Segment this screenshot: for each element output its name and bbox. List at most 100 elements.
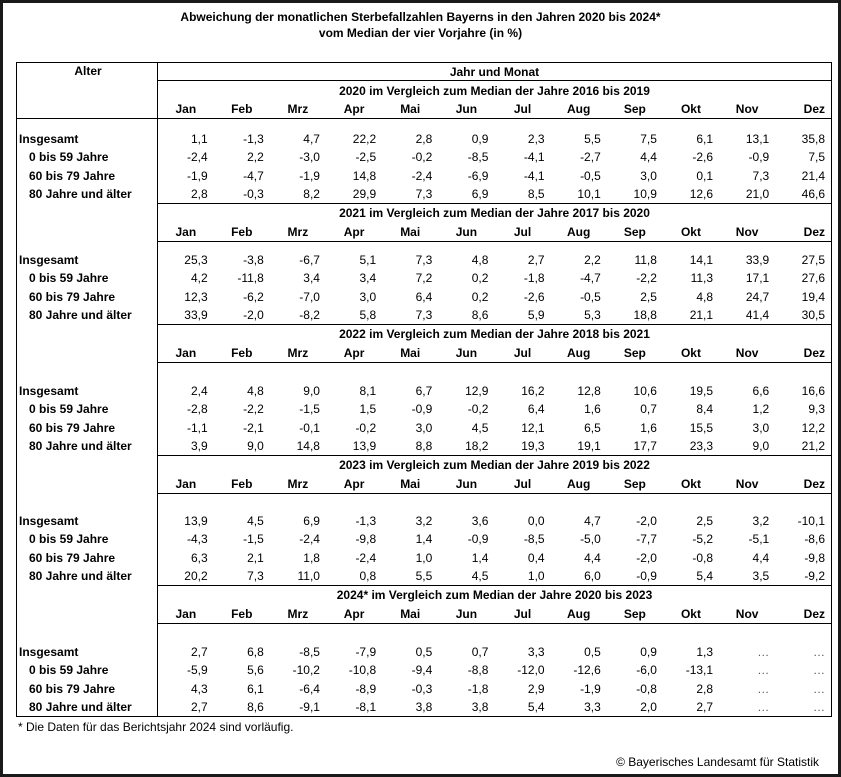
value-cell: -1,3 xyxy=(355,513,377,528)
value-cell: 5,6 xyxy=(247,663,264,678)
value-cell: 13,1 xyxy=(745,131,770,146)
table-row: 0 bis 59 Jahre -2,4 2,2 -3,0 -2,5 -0,2 -8,5 -4,… xyxy=(16,148,832,167)
month-header-feb: Feb xyxy=(213,222,270,242)
month-header-aug: Aug xyxy=(550,604,607,624)
month-header-okt: Okt xyxy=(662,222,720,242)
value-cell: 41,4 xyxy=(745,308,770,322)
value-cell: 21,4 xyxy=(801,168,825,183)
block-title: 2020 im Vergleich zum Median der Jahre 2… xyxy=(339,83,650,98)
value-cell: 6,8 xyxy=(247,644,264,659)
month-header-mrz: Mrz xyxy=(269,343,326,363)
value-cell: 6,0 xyxy=(584,569,601,583)
row-label: 0 bis 59 Jahre xyxy=(16,400,158,419)
spacer xyxy=(158,242,832,251)
month-header-apr: Apr xyxy=(325,474,383,494)
table-row: 80 Jahre und älter 2,8 -0,3 8,2 29,9 7,3 6,9 8,… xyxy=(16,185,832,204)
value-cell: 3,3 xyxy=(584,700,601,714)
value-cell: 2,2 xyxy=(584,252,601,267)
value-cell: 30,5 xyxy=(801,308,825,322)
value-cell: 2,8 xyxy=(415,131,433,146)
row-label: 80 Jahre und älter xyxy=(16,698,158,717)
block-title: 2024* im Vergleich zum Median der Jahre … xyxy=(157,585,832,605)
month-header-mrz: Mrz xyxy=(269,474,326,494)
month-header-dez: Dez xyxy=(775,604,832,624)
value-cell: -1,5 xyxy=(299,402,320,417)
value-cell: 2,7 xyxy=(527,252,545,267)
value-cell: -2,6 xyxy=(523,289,545,304)
value-cell: 24,7 xyxy=(745,289,770,304)
value-cell: -1,5 xyxy=(243,532,264,547)
table-row: 80 Jahre und älter 20,2 7,3 11,0 0,8 5,5 4,5 1,… xyxy=(16,567,832,586)
value-cell: 0,5 xyxy=(584,644,601,659)
row-label: 80 Jahre und älter xyxy=(16,437,158,456)
value-cell: -6,7 xyxy=(299,252,320,267)
row-label: 80 Jahre und älter xyxy=(16,567,158,586)
value-cell: 1,6 xyxy=(640,420,657,435)
spacer-row xyxy=(16,362,832,382)
value-cell: -8,5 xyxy=(299,644,320,659)
value-cell: 7,5 xyxy=(640,131,657,146)
value-cell: 6,9 xyxy=(303,513,320,528)
table-row: 60 bis 79 Jahre 12,3 -6,2 -7,0 3,0 6,4 0,2 -2,6… xyxy=(16,287,832,306)
value-cell: 2,7 xyxy=(696,700,714,714)
value-cell: -1,8 xyxy=(467,681,489,696)
value-cell: -13,1 xyxy=(685,663,714,678)
month-header-jan: Jan xyxy=(157,100,214,119)
value-cell: -8,8 xyxy=(467,663,489,678)
value-cell: -0,3 xyxy=(243,187,264,201)
value-cell: -0,9 xyxy=(748,150,770,165)
value-cell: 5,9 xyxy=(527,308,545,322)
block-title: 2021 im Vergleich zum Median der Jahre 2… xyxy=(157,203,832,223)
age-spacer xyxy=(16,493,158,512)
table-row: 0 bis 59 Jahre -4,3 -1,5 -2,4 -9,8 1,4 -0,9 -8,… xyxy=(16,530,832,549)
row-label: Insgesamt xyxy=(16,381,158,400)
value-cell: -1,9 xyxy=(299,168,320,183)
month-header-jul: Jul xyxy=(494,474,551,494)
value-cell: -0,5 xyxy=(580,168,601,183)
value-cell: 4,4 xyxy=(640,150,657,165)
value-cell: … xyxy=(813,700,825,714)
value-cell: 2,5 xyxy=(696,513,714,528)
month-header-mai: Mai xyxy=(382,474,439,494)
table-row: 0 bis 59 Jahre -2,8 -2,2 -1,5 1,5 -0,9 -0,2 6,4… xyxy=(16,400,832,419)
value-cell: 12,2 xyxy=(801,420,825,435)
value-cell: -0,2 xyxy=(355,420,377,435)
value-cell: … xyxy=(757,663,770,678)
value-cell: 5,3 xyxy=(584,308,601,322)
value-cell: 12,9 xyxy=(465,383,489,398)
month-header-feb: Feb xyxy=(213,343,270,363)
table-row: 0 bis 59 Jahre -5,9 5,6 -10,2 -10,8 -9,4 -8,8 -… xyxy=(16,661,832,680)
value-cell: 3,8 xyxy=(471,700,489,714)
value-cell: 11,0 xyxy=(297,569,320,583)
value-cell: 33,9 xyxy=(184,308,208,322)
value-cell: -4,7 xyxy=(580,271,601,286)
value-cell: 18,2 xyxy=(465,439,489,453)
value-cell: -0,2 xyxy=(467,402,489,417)
value-cell: -8,6 xyxy=(804,532,825,547)
month-header-row: Jan Feb Mrz Apr Mai Jun Jul Aug Sep Okt Nov Dez xyxy=(17,343,832,363)
month-header-jul: Jul xyxy=(494,604,551,624)
value-cell: 2,1 xyxy=(247,550,264,565)
value-cell: 6,4 xyxy=(527,402,545,417)
value-cell: 25,3 xyxy=(184,252,208,267)
month-header-jun: Jun xyxy=(438,474,495,494)
value-cell: 2,7 xyxy=(190,700,208,714)
spacer-row xyxy=(16,241,832,251)
value-cell: -2,7 xyxy=(580,150,601,165)
value-cell: 1,2 xyxy=(752,402,770,417)
value-cell: 4,2 xyxy=(190,271,208,286)
value-cell: -2,4 xyxy=(299,532,320,547)
value-cell: -12,6 xyxy=(573,663,601,678)
value-cell: 7,3 xyxy=(415,252,433,267)
value-cell: 3,4 xyxy=(303,271,320,286)
value-cell: 21,0 xyxy=(745,187,770,201)
value-cell: -8,9 xyxy=(355,681,377,696)
value-cell: -2,0 xyxy=(636,513,657,528)
value-cell: -4,3 xyxy=(186,532,208,547)
group-header: Jahr und Monat xyxy=(157,62,832,81)
value-cell: … xyxy=(813,644,825,659)
block-title-row: 2023 im Vergleich zum Median der Jahre 2… xyxy=(16,455,832,494)
value-cell: 23,3 xyxy=(689,439,714,453)
value-cell: 10,1 xyxy=(577,187,601,201)
